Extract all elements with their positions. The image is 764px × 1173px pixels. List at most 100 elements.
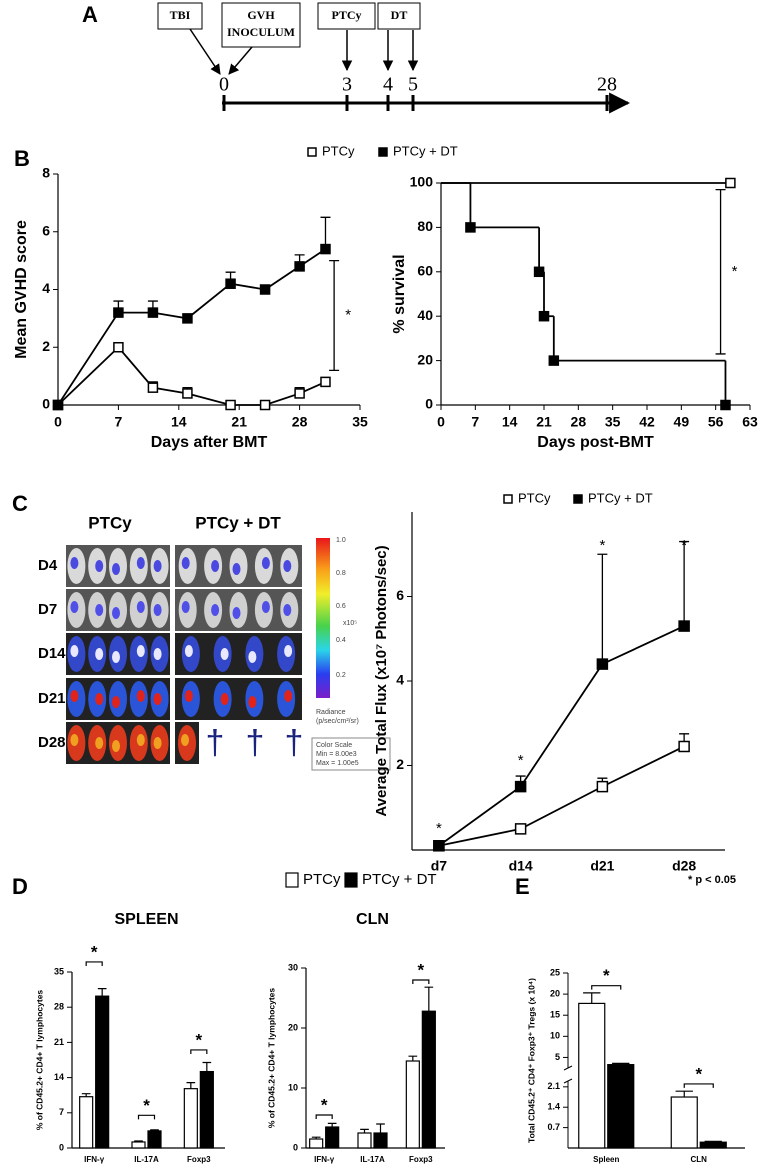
marker [113,307,124,318]
mouse-signal [136,557,145,569]
timeline-box-label: GVH [247,8,275,22]
mouse-signal [95,648,104,660]
timeline-box [317,2,376,30]
marker [596,658,609,670]
timeline-box-label: TBI [170,8,191,22]
y-tick-label: 21 [54,1037,64,1047]
y-tick-label: 6 [42,222,50,238]
legend-label: PTCy + DT [588,490,653,505]
mouse-signal [95,560,104,572]
mouse-signal [112,651,120,663]
y-tick-label: 20 [417,351,433,367]
y-axis-title: Total CD45.2⁺ CD4⁺ Foxp3⁺ Tregs (x 10⁴) [526,978,536,1143]
legend-label: PTCy [518,490,551,505]
x-tick-label: 14 [502,414,518,430]
panel-label: D [12,874,28,899]
y-tick-label: 15 [550,1010,560,1020]
legend-label: PTCy [322,143,355,158]
y-tick-label: 60 [417,263,433,279]
x-tick-label: 35 [605,414,621,430]
axis-break [563,1078,573,1084]
marker [320,376,331,388]
timeline-day: 5 [408,74,418,96]
x-tick-label: 42 [639,414,655,430]
mouse-signal [248,651,257,663]
color-scale-unit: Radiance [316,709,346,716]
x-category-label: CLN [691,1155,708,1164]
line [57,345,326,406]
mouse-signal [248,696,257,708]
significance-label: * [681,537,687,554]
color-scale-box [311,737,391,771]
timeline-day: 0 [219,74,229,96]
y-axis-title: Average Total Flux (x10⁷ Photons/sec) [373,545,390,816]
x-tick-label: 28 [571,414,587,430]
significance-bracket [412,979,430,984]
marker [113,342,124,353]
mouse-signal [112,740,120,752]
x-tick-label: 21 [231,414,247,430]
significance-bracket [85,961,103,966]
mouse-signal [153,604,162,616]
y-tick-label: 28 [54,1002,64,1012]
error-bar [376,1123,385,1133]
mouse-signal [112,563,120,575]
x-tick-label: 21 [536,414,552,430]
imaging-row-label: D21 [38,690,66,707]
timeline-day: 3 [342,74,352,96]
mouse-signal [184,645,193,657]
color-scale-range: Max = 1.00e5 [316,760,359,767]
mouse-signal [70,645,79,657]
mouse-signal [283,604,292,616]
significance-bracket [329,259,340,371]
mouse-signal [220,648,229,660]
y-tick-label: 7 [59,1107,64,1117]
timeline-box [157,2,203,30]
y-axis-title: % survival [391,254,408,333]
error-bar [320,216,331,250]
significance-bracket [591,985,622,990]
x-tick-label: 63 [742,414,758,430]
x-tick-label: 28 [292,414,308,430]
bar [147,1130,162,1149]
x-category-label: IFN-γ [314,1155,335,1164]
marker [225,399,236,411]
mouse-signal [95,737,104,749]
error-bar [97,987,107,997]
mouse-signal [153,560,162,572]
mouse-signal [181,734,189,746]
x-tick-label: 7 [115,414,123,430]
y-tick-label: 0.7 [547,1122,560,1132]
error-bar [679,540,690,627]
marker [320,243,331,255]
bar [357,1132,372,1149]
mouse-signal [261,601,270,613]
significance-label: * [345,306,351,323]
y-tick-label: 2 [42,338,50,354]
significance-label: * [599,537,605,554]
marker [548,355,560,366]
y-tick-label: 0 [59,1142,64,1152]
y-tick-label: 20 [288,1022,298,1032]
y-tick-label: 14 [54,1072,64,1082]
x-tick-label: 56 [708,414,724,430]
bar [199,1070,214,1149]
x-tick-label: 14 [171,414,187,430]
x-category-label: d28 [672,858,696,874]
y-tick-label: 2.1 [547,1081,560,1091]
error-bar [583,992,601,1004]
marker [259,284,271,295]
y-tick-label: 25 [550,967,560,977]
error-bar [424,986,434,1012]
significance-label: * [732,263,738,280]
color-scale-tick: 0.6 [336,603,346,610]
chart-title: SPLEEN [114,911,178,928]
bar [183,1088,198,1149]
error-bar [408,1055,418,1061]
imaging-column-header: PTCy [88,513,132,532]
mouse-signal [283,560,292,572]
x-tick-label: 0 [437,414,445,430]
significance-label: * [436,820,442,837]
panel-label: C [12,491,28,516]
bar [325,1126,340,1149]
